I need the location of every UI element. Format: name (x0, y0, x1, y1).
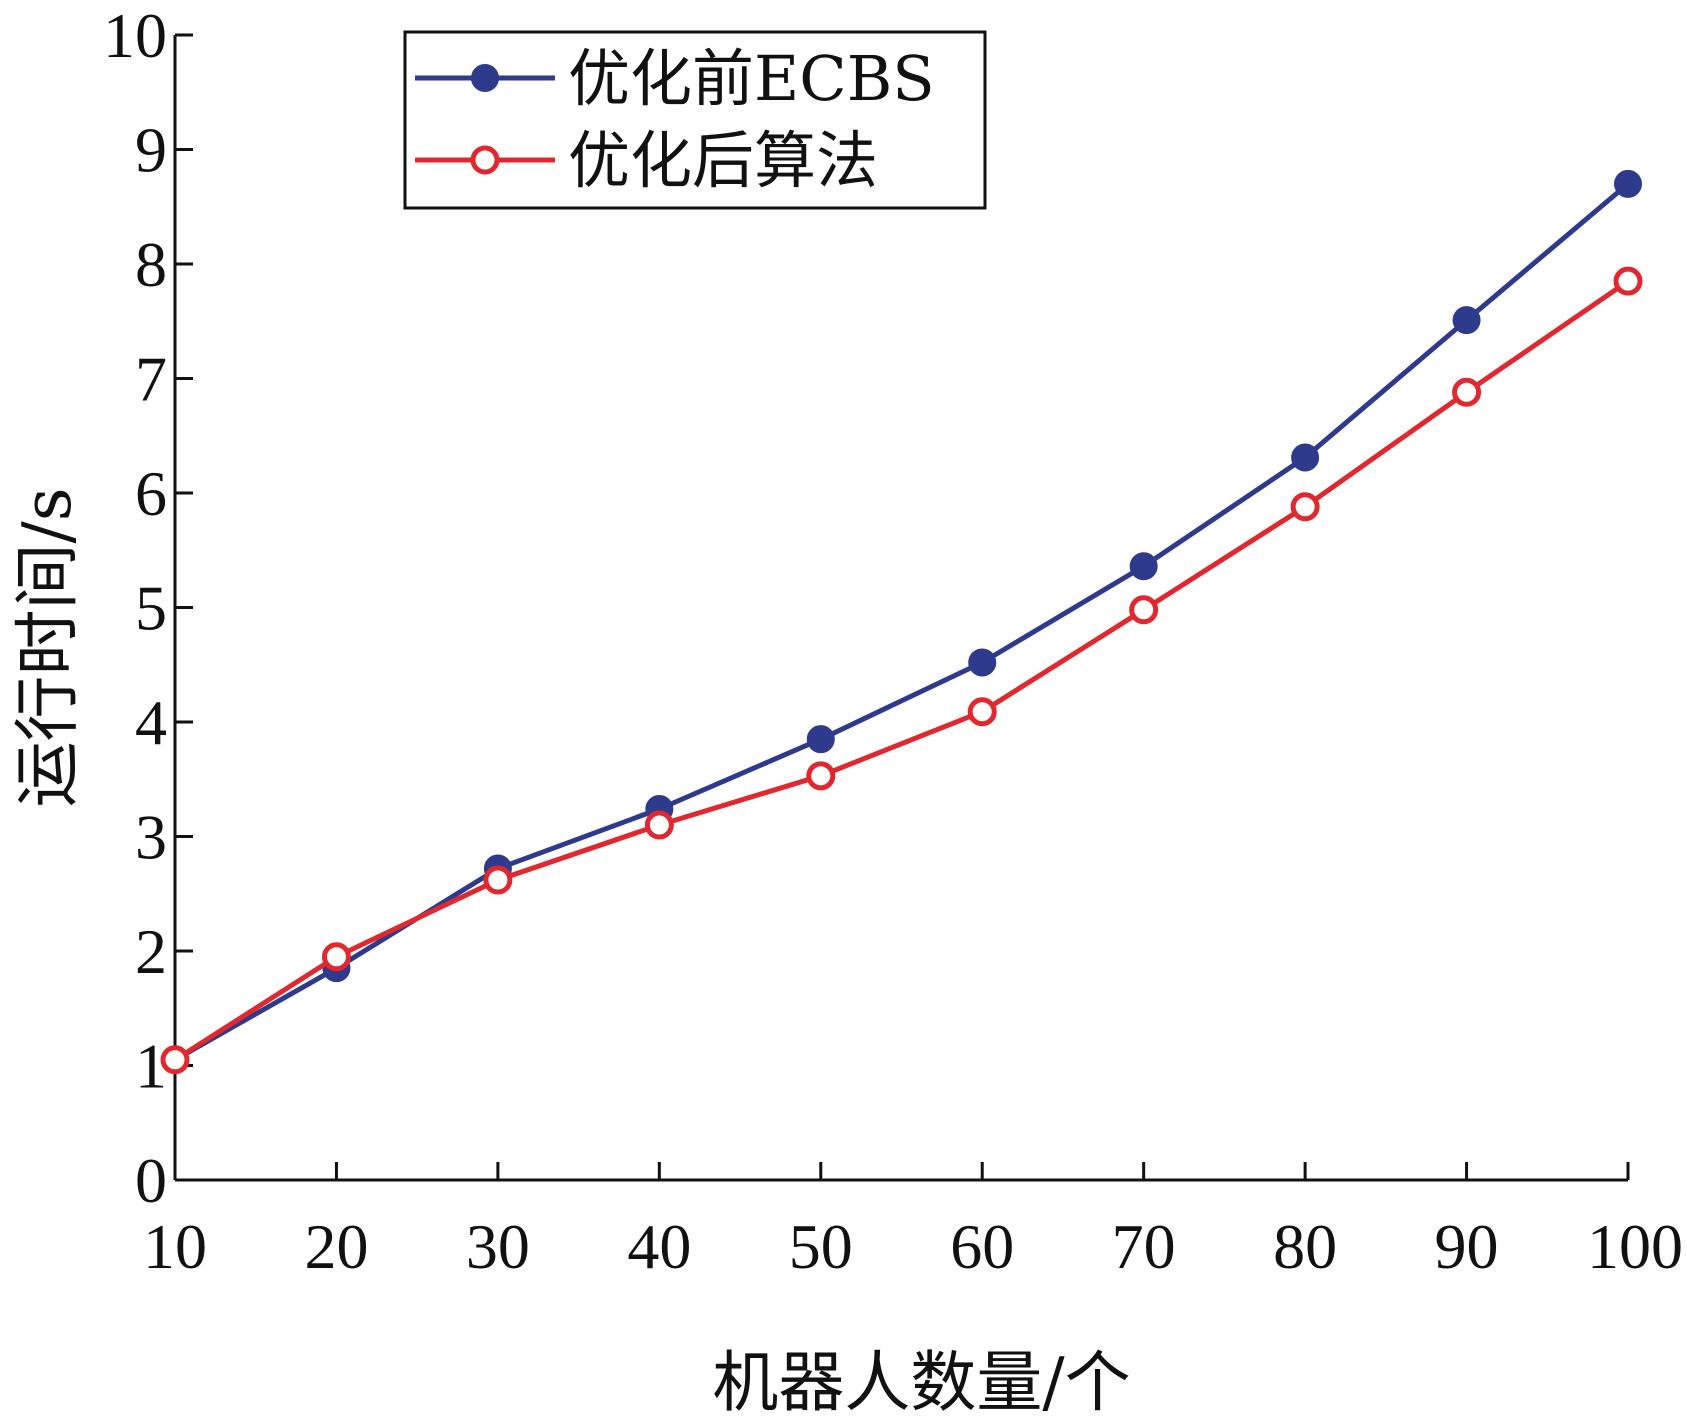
x-tick-label: 50 (789, 1211, 853, 1282)
series-1-point (968, 648, 997, 677)
series-1-point (1614, 169, 1642, 198)
series-2-line (173, 279, 1630, 1062)
series-2-point (1613, 266, 1643, 296)
x-tick-label: 20 (304, 1211, 368, 1282)
legend-box (403, 30, 987, 210)
y-tick-label: 8 (135, 229, 167, 300)
y-tick-label: 10 (103, 0, 167, 71)
x-tick-label: 100 (1587, 1211, 1683, 1282)
series-2-point (1129, 595, 1159, 625)
series-2-point (967, 697, 997, 727)
y-tick-label: 5 (135, 573, 167, 644)
series-2-point (483, 865, 513, 895)
legend-label-2: 优化后算法 (568, 124, 878, 197)
series-1-point (1129, 552, 1158, 581)
series-2-point (1452, 377, 1482, 407)
y-tick-label: 6 (135, 458, 167, 529)
y-tick-label: 9 (135, 115, 167, 186)
y-axis-title: 运行时间/s (9, 487, 86, 807)
series-2-point (160, 1045, 190, 1075)
series-layer (160, 169, 1643, 1075)
x-tick-label: 70 (1112, 1211, 1176, 1282)
series-2-point (644, 810, 674, 840)
y-tick-label: 3 (135, 802, 167, 873)
y-tick-label: 2 (135, 916, 167, 987)
x-tick-label: 10 (143, 1211, 207, 1282)
series-1 (161, 169, 1642, 1074)
series-1-point (1291, 443, 1320, 472)
x-tick-label: 30 (466, 1211, 530, 1282)
axes: 0 1 2 3 4 5 6 7 8 9 10 10 20 30 40 50 60 70 80 90 100 (103, 0, 1683, 1282)
y-tick-label: 7 (135, 344, 167, 415)
x-tick-label: 60 (950, 1211, 1014, 1282)
series-2 (160, 266, 1643, 1075)
legend-marker-2 (470, 145, 500, 175)
series-1-point (1452, 306, 1481, 335)
y-tick-label: 4 (135, 687, 167, 758)
series-2-point (806, 761, 836, 791)
legend: 优化前ECBS 优化后算法 (403, 30, 987, 210)
series-2-point (321, 942, 351, 972)
legend-label-1: 优化前ECBS (568, 42, 935, 115)
legend-marker-1 (471, 64, 499, 92)
x-axis-title: 机器人数量/个 (712, 1344, 1130, 1417)
x-tick-label: 90 (1435, 1211, 1499, 1282)
y-tick-label: 0 (135, 1145, 167, 1216)
x-tick-label: 80 (1273, 1211, 1337, 1282)
series-1-point (806, 725, 835, 754)
y-tick-label: 1 (135, 1031, 167, 1102)
series-2-point (1290, 492, 1320, 522)
x-tick-label: 40 (627, 1211, 691, 1282)
